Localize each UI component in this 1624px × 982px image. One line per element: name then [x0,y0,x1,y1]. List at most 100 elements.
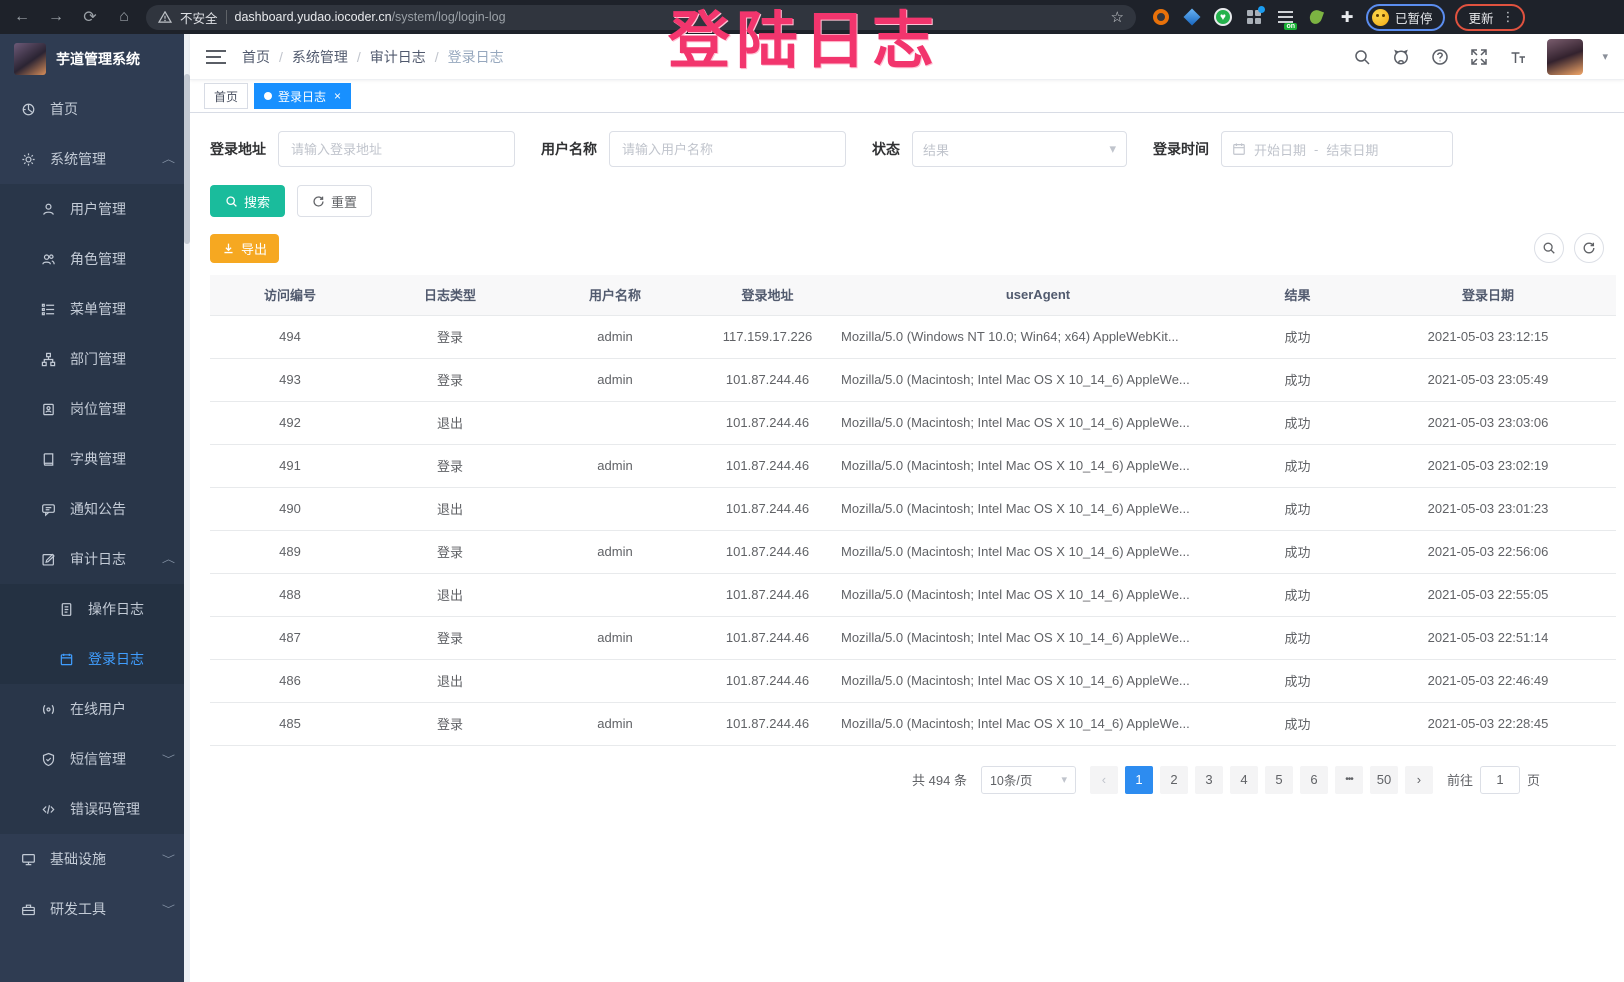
col-header-type: 日志类型 [370,275,530,316]
sidebar-item-departments[interactable]: 部门管理 [0,334,190,384]
login-log-icon [58,651,74,667]
table-row[interactable]: 493 登录 admin 101.87.244.46 Mozilla/5.0 (Maci… [210,358,1616,402]
extension-green-icon[interactable]: ♥ [1214,8,1232,26]
page-button[interactable]: 3 [1194,765,1223,794]
status-select[interactable]: 结果 ▾ [912,131,1127,167]
search-button[interactable]: 搜索 [210,185,286,217]
sidebar-item-error-codes[interactable]: 错误码管理 [0,784,190,834]
sidebar-scrollbar[interactable] [184,34,190,982]
dashboard-icon [20,101,36,117]
github-icon[interactable] [1391,47,1411,67]
chevron-up-icon: ︿ [161,154,176,166]
date-range-picker[interactable]: 开始日期 - 结束日期 [1221,131,1453,167]
page-button[interactable]: 5 [1264,765,1293,794]
badge-icon [40,401,56,417]
extension-leaf-icon[interactable] [1307,8,1325,26]
sidebar-item-roles[interactable]: 角色管理 [0,234,190,284]
table-row[interactable]: 486 退出 101.87.244.46 Mozilla/5.0 (Macintosh… [210,659,1616,703]
reset-button[interactable]: 重置 [297,185,373,217]
sidebar-item-home[interactable]: 首页 [0,84,190,134]
sidebar-item-announcements[interactable]: 通知公告 [0,484,190,534]
table-row[interactable]: 487 登录 admin 101.87.244.46 Mozilla/5.0 (Maci… [210,616,1616,660]
download-icon [224,243,233,253]
search-icon[interactable] [1352,47,1372,67]
username-label: 用户名称 [541,141,597,157]
sidebar-item-audit-log[interactable]: 审计日志 ︿ [0,534,190,584]
page-button[interactable]: 1 [1124,765,1153,794]
back-icon[interactable]: ← [14,8,30,25]
font-size-icon[interactable] [1508,47,1528,67]
bookmark-star-icon[interactable]: ☆ [1110,9,1124,26]
table-row[interactable]: 489 登录 admin 101.87.244.46 Mozilla/5.0 (Maci… [210,530,1616,574]
browser-update-button[interactable]: 更新 ⋮ [1454,3,1525,31]
forward-icon[interactable]: → [48,8,64,25]
table-row[interactable]: 494 登录 admin 117.159.17.226 Mozilla/5.0 (Win… [210,315,1616,359]
breadcrumb-system[interactable]: 系统管理 [291,48,348,65]
sidebar-item-operation-log[interactable]: 操作日志 [0,584,190,634]
more-pages-button[interactable]: ••• [1334,765,1363,794]
tag-home[interactable]: 首页 [204,83,249,109]
address-bar[interactable]: 不安全 dashboard.yudao.iocoder.cn/system/lo… [146,4,1136,30]
extension-list-icon[interactable]: on [1276,8,1297,30]
error-code-icon [40,801,56,817]
edit-log-icon [40,551,56,567]
sidebar-item-dev-tools[interactable]: 研发工具 ﹀ [0,884,190,934]
avatar-caret-icon[interactable]: ▾ [1602,51,1608,63]
reload-icon[interactable]: ⟳ [83,9,97,26]
start-date-placeholder[interactable]: 开始日期 [1254,142,1307,158]
app-logo[interactable]: 芋道管理系统 [0,34,190,84]
sidebar-item-dictionary[interactable]: 字典管理 [0,434,190,484]
table-row[interactable]: 488 退出 101.87.244.46 Mozilla/5.0 (Macintosh… [210,573,1616,617]
table-row[interactable]: 485 登录 admin 101.87.244.46 Mozilla/5.0 (Maci… [210,702,1616,746]
tag-login-log[interactable]: 登录日志 × [254,83,352,109]
table-row[interactable]: 492 退出 101.87.244.46 Mozilla/5.0 (Macintosh… [210,401,1616,445]
username-input[interactable] [609,131,846,167]
page-button[interactable]: 4 [1229,765,1258,794]
login-address-input[interactable] [278,131,515,167]
table-row[interactable]: 490 退出 101.87.244.46 Mozilla/5.0 (Macintosh… [210,487,1616,531]
url-domain: dashboard.yudao.iocoder.cn [234,10,392,24]
extension-grid-icon[interactable] [1245,6,1265,26]
page-button[interactable]: 50 [1369,765,1398,794]
avatar[interactable] [1547,38,1584,75]
goto-page-input[interactable] [1479,765,1520,794]
security-label[interactable]: 不安全 [180,11,218,26]
page-size-select[interactable]: 10条/页 ▾ [980,765,1076,794]
next-page-button[interactable]: › [1404,765,1433,794]
extension-ring-icon[interactable] [1152,8,1170,26]
update-label: 更新 [1468,11,1494,26]
tag-close-icon[interactable]: × [334,89,342,103]
help-icon[interactable] [1430,47,1450,67]
breadcrumb: 首页 / 系统管理 / 审计日志 / 登录日志 [242,48,504,65]
pagination: 共 494 条 10条/页 ▾ ‹ 1 2 3 4 5 6 ••• 5 [210,765,1604,794]
sidebar-item-online-users[interactable]: 在线用户 [0,684,190,734]
sidebar-item-sms[interactable]: 短信管理 ﹀ [0,734,190,784]
breadcrumb-audit[interactable]: 审计日志 [369,48,426,65]
sidebar-toggle-icon[interactable] [206,49,226,64]
page-button[interactable]: 6 [1299,765,1328,794]
extension-diamond-icon[interactable] [1183,8,1201,26]
chevron-down-icon: ﹀ [161,904,176,916]
browser-menu-icon[interactable]: ⋮ [1501,9,1515,24]
operation-log-icon [58,601,74,617]
breadcrumb-home[interactable]: 首页 [242,48,270,65]
announcement-icon [40,501,56,517]
prev-page-button[interactable]: ‹ [1089,765,1118,794]
home-icon[interactable]: ⌂ [119,8,129,25]
export-button[interactable]: 导出 [210,233,280,263]
sidebar-item-posts[interactable]: 岗位管理 [0,384,190,434]
end-date-placeholder[interactable]: 结束日期 [1326,142,1379,158]
refresh-table-button[interactable] [1574,233,1604,263]
page-button[interactable]: 2 [1159,765,1188,794]
search-icon [1543,242,1555,254]
extension-puzzle-icon[interactable]: ✚ [1340,9,1354,26]
toggle-search-button[interactable] [1534,233,1564,263]
sidebar-item-infrastructure[interactable]: 基础设施 ﹀ [0,834,190,884]
fullscreen-icon[interactable] [1469,47,1489,67]
sidebar-item-users[interactable]: 用户管理 [0,184,190,234]
sidebar-item-login-log[interactable]: 登录日志 [0,634,190,684]
table-row[interactable]: 491 登录 admin 101.87.244.46 Mozilla/5.0 (Maci… [210,444,1616,488]
sidebar-item-system[interactable]: 系统管理 ︿ [0,134,190,184]
sidebar-item-menus[interactable]: 菜单管理 [0,284,190,334]
profile-paused-badge[interactable]: 已暂停 [1366,3,1445,31]
